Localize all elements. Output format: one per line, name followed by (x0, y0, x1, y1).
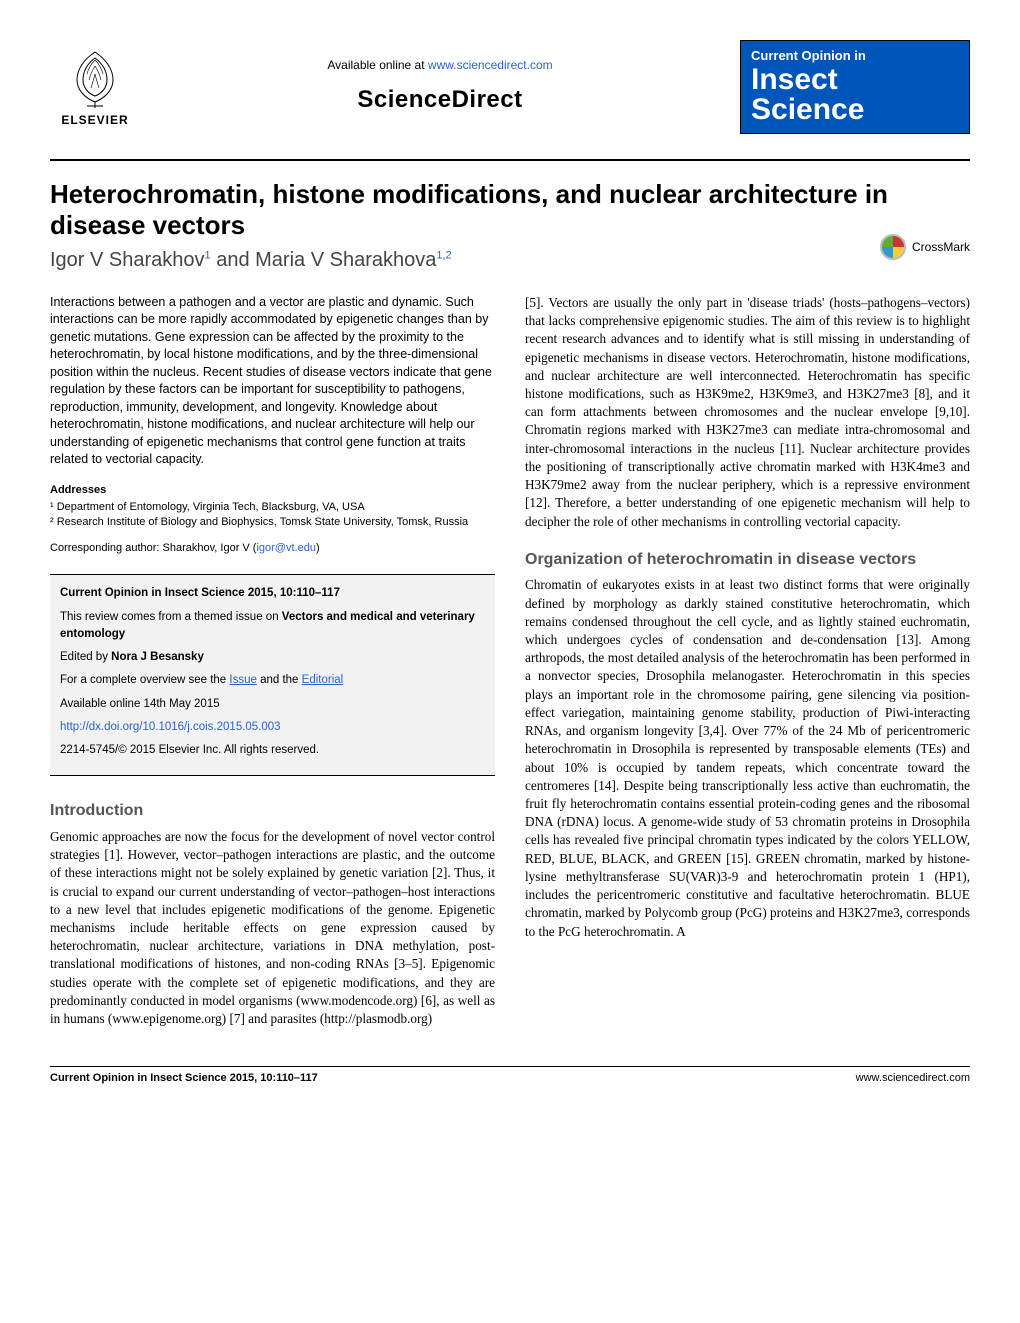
address-1: ¹ Department of Entomology, Virginia Tec… (50, 500, 495, 515)
review-line-a: This review comes from a themed issue on (60, 611, 282, 623)
issue-link[interactable]: Issue (229, 674, 257, 686)
header-band: ELSEVIER Available online at www.science… (50, 40, 970, 134)
crossmark-icon (880, 234, 906, 260)
journal-flag-top: Current Opinion in (751, 47, 959, 65)
author-1: Igor V Sharakhov (50, 249, 205, 271)
elsevier-tree-icon (63, 46, 127, 110)
addresses-heading: Addresses (50, 483, 495, 498)
page: ELSEVIER Available online at www.science… (0, 0, 1020, 1116)
corr-close: ) (316, 542, 320, 554)
right-column-continuation: [5]. Vectors are usually the only part i… (525, 294, 970, 531)
elsevier-logo-block: ELSEVIER (50, 46, 140, 128)
crossmark-widget[interactable]: CrossMark (880, 234, 970, 260)
overview-line: For a complete overview see the Issue an… (60, 672, 485, 689)
sciencedirect-link[interactable]: www.sciencedirect.com (428, 58, 553, 72)
left-column: Interactions between a pathogen and a ve… (50, 294, 495, 1028)
sciencedirect-title: ScienceDirect (140, 84, 740, 116)
author-line: Igor V Sharakhov1 and Maria V Sharakhova… (50, 247, 970, 274)
author-and: and (211, 249, 255, 271)
copyright-line: 2214-5745/© 2015 Elsevier Inc. All right… (60, 742, 485, 759)
doi-link[interactable]: http://dx.doi.org/10.1016/j.cois.2015.05… (60, 721, 281, 733)
right-column: [5]. Vectors are usually the only part i… (525, 294, 970, 1028)
two-column-body: Interactions between a pathogen and a ve… (50, 294, 970, 1028)
edited-by-line: Edited by Nora J Besansky (60, 649, 485, 666)
journal-flag: Current Opinion in Insect Science (740, 40, 970, 134)
top-rule (50, 159, 970, 161)
crossmark-label: CrossMark (912, 239, 970, 255)
article-title: Heterochromatin, histone modifications, … (50, 179, 970, 241)
corr-prefix: Corresponding author: Sharakhov, Igor V … (50, 542, 256, 554)
available-date: Available online 14th May 2015 (60, 696, 485, 713)
corresponding-author: Corresponding author: Sharakhov, Igor V … (50, 541, 495, 556)
themed-issue-line: This review comes from a themed issue on… (60, 609, 485, 644)
footer-left: Current Opinion in Insect Science 2015, … (50, 1071, 318, 1086)
overview-a: For a complete overview see the (60, 674, 229, 686)
author-2: Maria V Sharakhova (255, 249, 436, 271)
corr-email-link[interactable]: igor@vt.edu (256, 542, 315, 554)
introduction-body: Genomic approaches are now the focus for… (50, 828, 495, 1028)
available-online-line: Available online at www.sciencedirect.co… (140, 57, 740, 73)
overview-and: and the (257, 674, 302, 686)
editor-name: Nora J Besansky (111, 651, 204, 663)
organization-heading: Organization of heterochromatin in disea… (525, 549, 970, 571)
footer-right: www.sciencedirect.com (856, 1071, 970, 1086)
article-info-box: Current Opinion in Insect Science 2015, … (50, 574, 495, 776)
address-2: ² Research Institute of Biology and Biop… (50, 515, 495, 530)
center-header: Available online at www.sciencedirect.co… (140, 57, 740, 116)
page-footer: Current Opinion in Insect Science 2015, … (50, 1066, 970, 1086)
elsevier-label: ELSEVIER (61, 112, 128, 128)
edited-prefix: Edited by (60, 651, 111, 663)
organization-body: Chromatin of eukaryotes exists in at lea… (525, 576, 970, 940)
introduction-heading: Introduction (50, 800, 495, 822)
journal-flag-main: Insect Science (751, 65, 959, 125)
available-prefix: Available online at (327, 58, 428, 72)
author-2-aff: 1,2 (436, 249, 451, 261)
journal-citation: Current Opinion in Insect Science 2015, … (60, 585, 485, 602)
editorial-link[interactable]: Editorial (302, 674, 344, 686)
abstract-text: Interactions between a pathogen and a ve… (50, 294, 495, 469)
